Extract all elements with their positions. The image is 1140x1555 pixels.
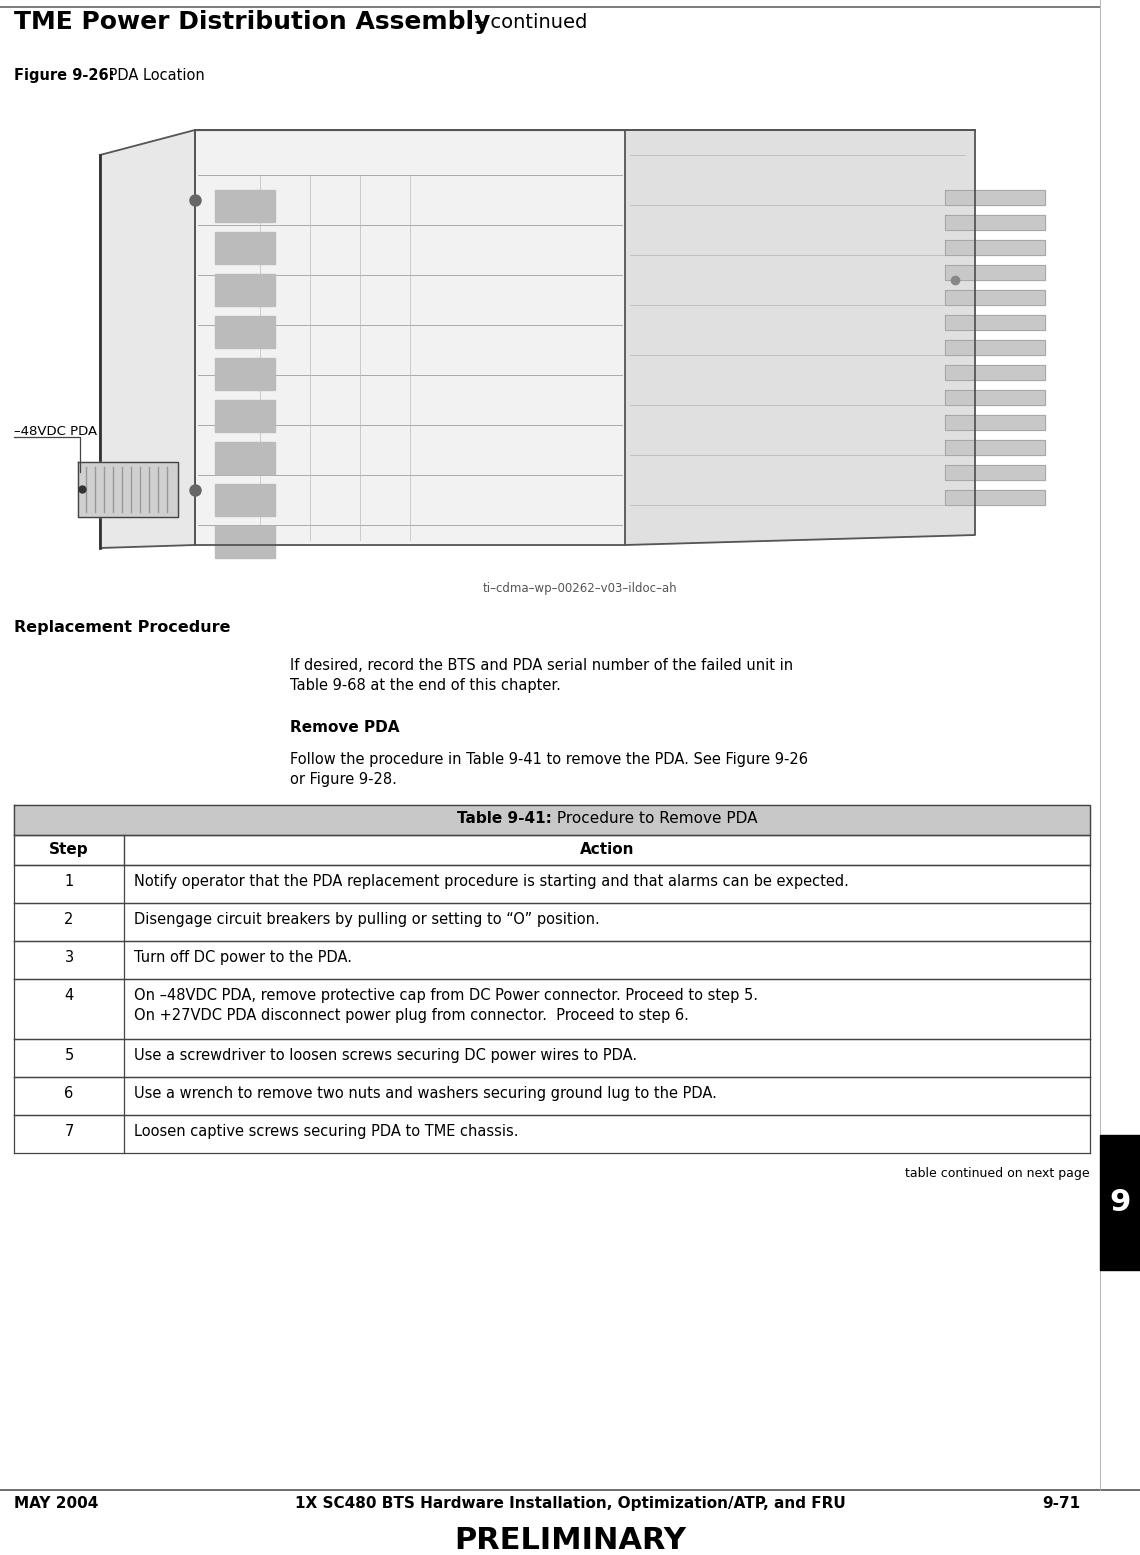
Text: On –48VDC PDA, remove protective cap from DC Power connector. Proceed to step 5.: On –48VDC PDA, remove protective cap fro… [135,987,758,1003]
Text: Step: Step [49,841,89,857]
Text: Loosen captive screws securing PDA to TME chassis.: Loosen captive screws securing PDA to TM… [135,1124,519,1138]
Polygon shape [78,462,178,516]
Text: Turn off DC power to the PDA.: Turn off DC power to the PDA. [135,950,352,966]
Text: If desired, record the BTS and PDA serial number of the failed unit in: If desired, record the BTS and PDA seria… [290,658,793,673]
Polygon shape [14,941,1090,980]
Text: Replacement Procedure: Replacement Procedure [14,620,230,634]
Text: Use a screwdriver to loosen screws securing DC power wires to PDA.: Use a screwdriver to loosen screws secur… [135,1048,637,1064]
Text: or Figure 9-28.: or Figure 9-28. [290,771,397,787]
Polygon shape [945,264,1045,280]
Polygon shape [14,865,1090,903]
Polygon shape [215,484,275,516]
Polygon shape [14,980,1090,1039]
Text: Remove PDA: Remove PDA [290,720,399,736]
Polygon shape [945,365,1045,379]
Text: 1: 1 [64,874,74,889]
Text: Table 9-41:: Table 9-41: [457,812,552,826]
Polygon shape [945,239,1045,255]
Polygon shape [215,400,275,432]
Text: Figure 9-26:: Figure 9-26: [14,68,114,82]
Polygon shape [215,274,275,306]
Text: MAY 2004: MAY 2004 [14,1496,98,1511]
Text: table continued on next page: table continued on next page [905,1166,1090,1180]
Text: Action: Action [580,841,634,857]
Polygon shape [945,415,1045,431]
Text: On +27VDC PDA disconnect power plug from connector.  Proceed to step 6.: On +27VDC PDA disconnect power plug from… [135,1008,689,1023]
Text: 9-71: 9-71 [1042,1496,1080,1511]
Text: 7: 7 [64,1124,74,1138]
Polygon shape [945,440,1045,456]
Polygon shape [945,490,1045,505]
Text: 3: 3 [65,950,74,966]
Polygon shape [625,131,975,544]
Polygon shape [14,805,1090,835]
Text: PDA Location: PDA Location [104,68,205,82]
Polygon shape [215,190,275,222]
Polygon shape [945,316,1045,330]
Text: ti–cdma–wp–00262–v03–ildoc–ah: ti–cdma–wp–00262–v03–ildoc–ah [482,582,677,596]
Polygon shape [1100,1135,1140,1270]
Text: Disengage circuit breakers by pulling or setting to “O” position.: Disengage circuit breakers by pulling or… [135,911,600,927]
Text: PRELIMINARY: PRELIMINARY [454,1525,686,1555]
Polygon shape [14,1039,1090,1078]
Text: 2: 2 [64,911,74,927]
Text: Use a wrench to remove two nuts and washers securing ground lug to the PDA.: Use a wrench to remove two nuts and wash… [135,1085,717,1101]
Text: Follow the procedure in Table 9-41 to remove the PDA. See Figure 9-26: Follow the procedure in Table 9-41 to re… [290,753,808,767]
Text: Table 9-68 at the end of this chapter.: Table 9-68 at the end of this chapter. [290,678,561,694]
Polygon shape [945,390,1045,404]
Polygon shape [14,903,1090,941]
Polygon shape [215,526,275,558]
Polygon shape [215,316,275,348]
Bar [50,89,1054,600]
Polygon shape [100,131,195,547]
Polygon shape [14,1115,1090,1152]
Text: 9: 9 [1109,1188,1131,1218]
Polygon shape [14,1078,1090,1115]
Text: TME Power Distribution Assembly: TME Power Distribution Assembly [14,9,490,34]
Text: Procedure to Remove PDA: Procedure to Remove PDA [552,812,757,826]
Polygon shape [215,442,275,474]
Text: 1X SC480 BTS Hardware Installation, Optimization/ATP, and FRU: 1X SC480 BTS Hardware Installation, Opti… [294,1496,846,1511]
Polygon shape [215,232,275,264]
Text: – continued: – continued [469,12,587,33]
Text: Notify operator that the PDA replacement procedure is starting and that alarms c: Notify operator that the PDA replacement… [135,874,849,889]
Polygon shape [945,215,1045,230]
Polygon shape [945,289,1045,305]
Polygon shape [945,190,1045,205]
Polygon shape [195,131,625,544]
Text: 6: 6 [64,1085,74,1101]
Text: –48VDC PDA: –48VDC PDA [14,425,97,439]
Polygon shape [14,835,1090,865]
Text: 5: 5 [64,1048,74,1064]
Polygon shape [945,341,1045,355]
Polygon shape [215,358,275,390]
Text: 4: 4 [64,987,74,1003]
Polygon shape [945,465,1045,480]
